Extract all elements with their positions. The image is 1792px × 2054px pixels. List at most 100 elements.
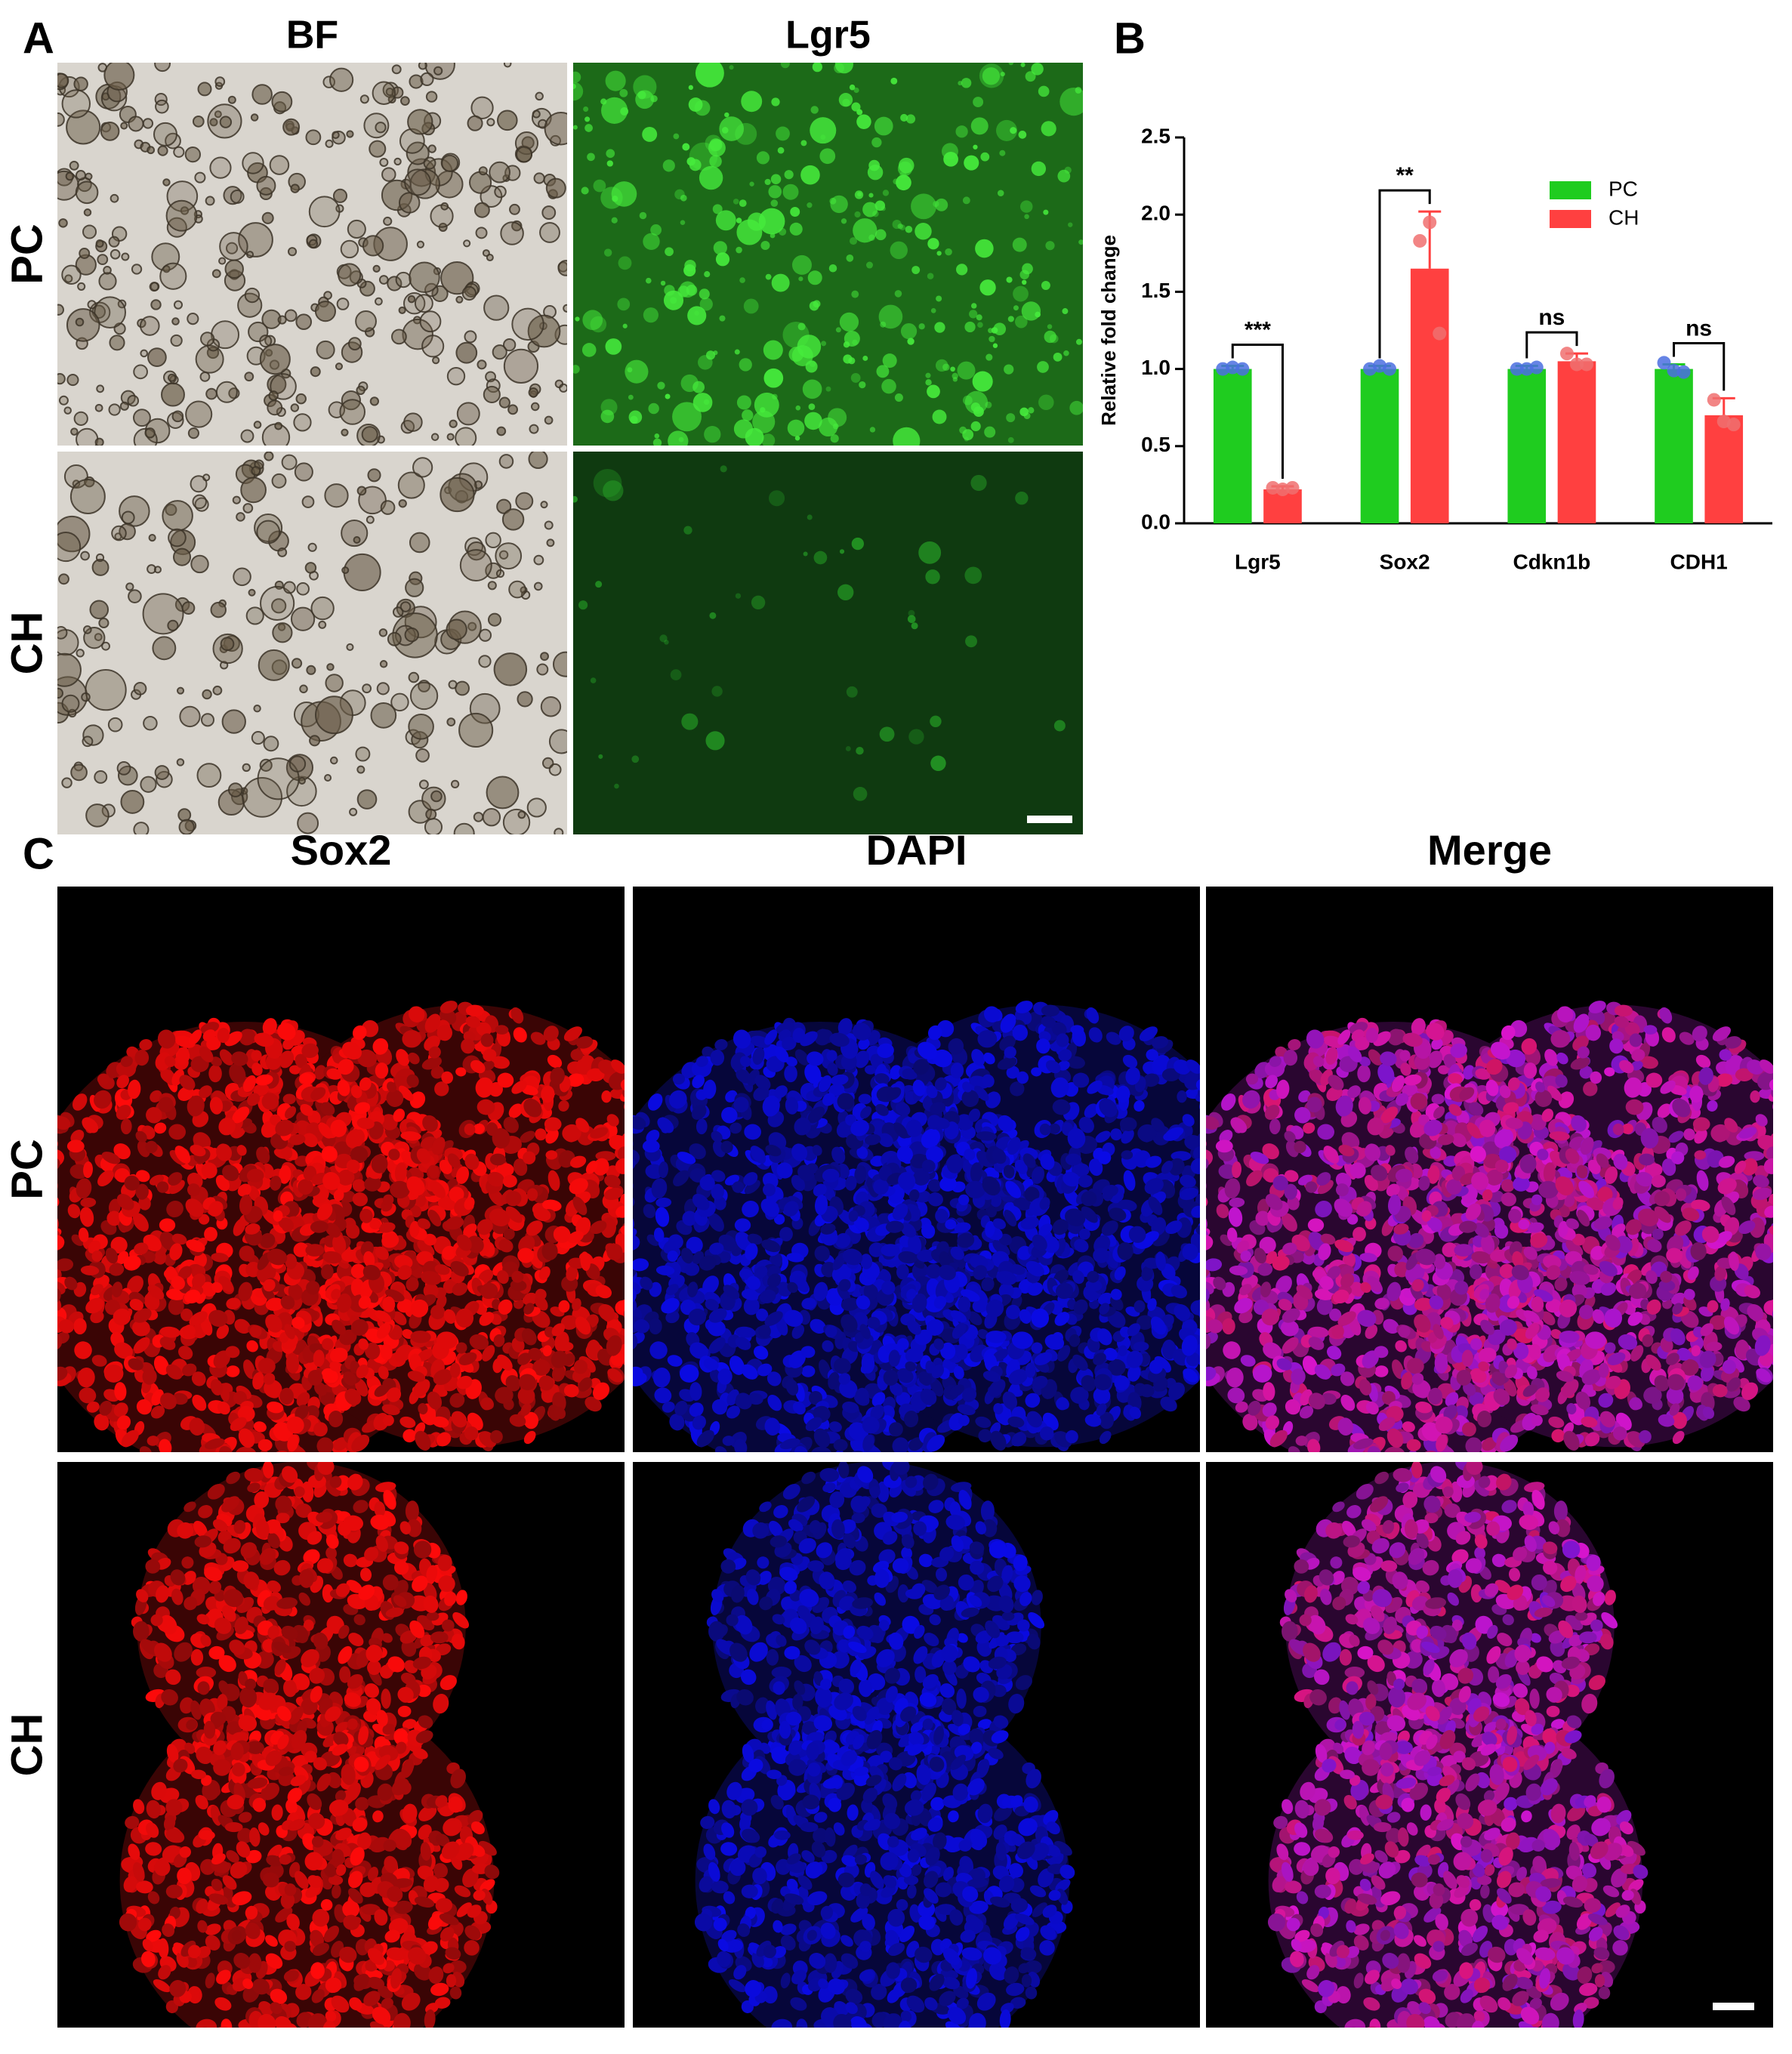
cell: [502, 1174, 517, 1188]
organoid: [95, 553, 105, 563]
cell: [409, 1205, 421, 1218]
cell: [436, 1024, 453, 1041]
organoid: [387, 276, 403, 291]
organoid: [770, 233, 776, 239]
cell: [109, 1263, 125, 1276]
organoid: [715, 210, 736, 231]
organoid: [930, 308, 936, 313]
organoid: [215, 381, 238, 403]
cell: [313, 1422, 328, 1437]
organoid: [950, 366, 955, 372]
organoid: [486, 776, 520, 810]
cell: [535, 1288, 547, 1300]
cell: [369, 1219, 381, 1230]
cell: [433, 1369, 452, 1386]
cell: [383, 1414, 394, 1426]
organoid: [310, 596, 335, 621]
cell: [345, 1128, 365, 1149]
cell: [239, 1195, 253, 1216]
organoid: [964, 155, 979, 171]
organoid: [962, 196, 970, 205]
cell: [153, 1355, 169, 1375]
cell: [593, 1158, 609, 1176]
organoid: [467, 541, 486, 561]
organoid: [751, 595, 766, 610]
cell: [346, 1159, 360, 1173]
cell: [543, 1025, 559, 1042]
cell: [132, 1213, 149, 1232]
organoid: [214, 76, 226, 88]
organoid: [832, 423, 839, 430]
cell: [76, 1178, 92, 1199]
cell: [301, 1043, 319, 1059]
organoid: [269, 155, 290, 175]
cell: [523, 1098, 542, 1118]
organoid: [828, 408, 847, 427]
cell: [57, 1235, 65, 1251]
cell: [226, 1297, 241, 1310]
organoid: [477, 359, 487, 370]
organoid: [483, 385, 501, 404]
cell: [251, 1050, 262, 1062]
cell: [560, 1315, 578, 1330]
organoid: [1013, 285, 1029, 302]
cell: [127, 1275, 143, 1294]
micrograph: [57, 63, 567, 446]
cell: [158, 1096, 174, 1113]
cell: [409, 1220, 420, 1238]
organoid: [430, 790, 443, 803]
bar: [1704, 415, 1744, 523]
cell: [442, 1245, 456, 1260]
organoid: [372, 81, 396, 105]
organoid: [328, 67, 354, 92]
cell: [573, 1359, 588, 1374]
organoid: [397, 471, 425, 499]
cell: [477, 1099, 495, 1115]
cell: [505, 1191, 522, 1207]
organoid: [290, 403, 300, 412]
data-point: [1413, 233, 1427, 248]
cell: [776, 1317, 788, 1336]
organoid: [192, 115, 205, 128]
cell: [667, 1355, 683, 1367]
organoid: [180, 206, 190, 215]
cell: [603, 1187, 624, 1201]
organoid: [263, 736, 279, 752]
organoid: [800, 165, 820, 185]
cell: [451, 1411, 467, 1428]
cell: [754, 1346, 769, 1360]
cell: [538, 1266, 551, 1281]
cell: [590, 1220, 607, 1235]
organoid: [881, 378, 896, 394]
cell: [376, 1322, 391, 1339]
cell: [58, 1319, 75, 1334]
cell: [606, 1114, 619, 1127]
cell: [498, 1299, 513, 1315]
cell: [1177, 1090, 1187, 1103]
organoid: [341, 566, 350, 575]
cell: [523, 1151, 536, 1164]
organoid: [849, 237, 858, 245]
organoid: [540, 652, 549, 662]
cell: [322, 1251, 342, 1264]
organoid: [511, 307, 544, 341]
organoid: [729, 65, 734, 70]
row-label: CH: [2, 612, 51, 675]
cell: [689, 1382, 702, 1401]
organoid: [705, 350, 716, 360]
cell: [57, 1333, 63, 1350]
organoid: [905, 114, 916, 124]
cell: [178, 1346, 193, 1360]
organoid: [332, 131, 340, 140]
cell: [350, 1263, 366, 1278]
organoid: [770, 199, 779, 207]
organoid: [979, 279, 996, 296]
cell: [216, 1143, 233, 1161]
organoid: [927, 273, 934, 279]
cell: [57, 1258, 74, 1272]
data-point: [1559, 347, 1574, 361]
organoid: [1047, 324, 1053, 329]
organoid: [807, 270, 822, 285]
organoid: [346, 130, 354, 138]
organoid: [425, 91, 438, 103]
